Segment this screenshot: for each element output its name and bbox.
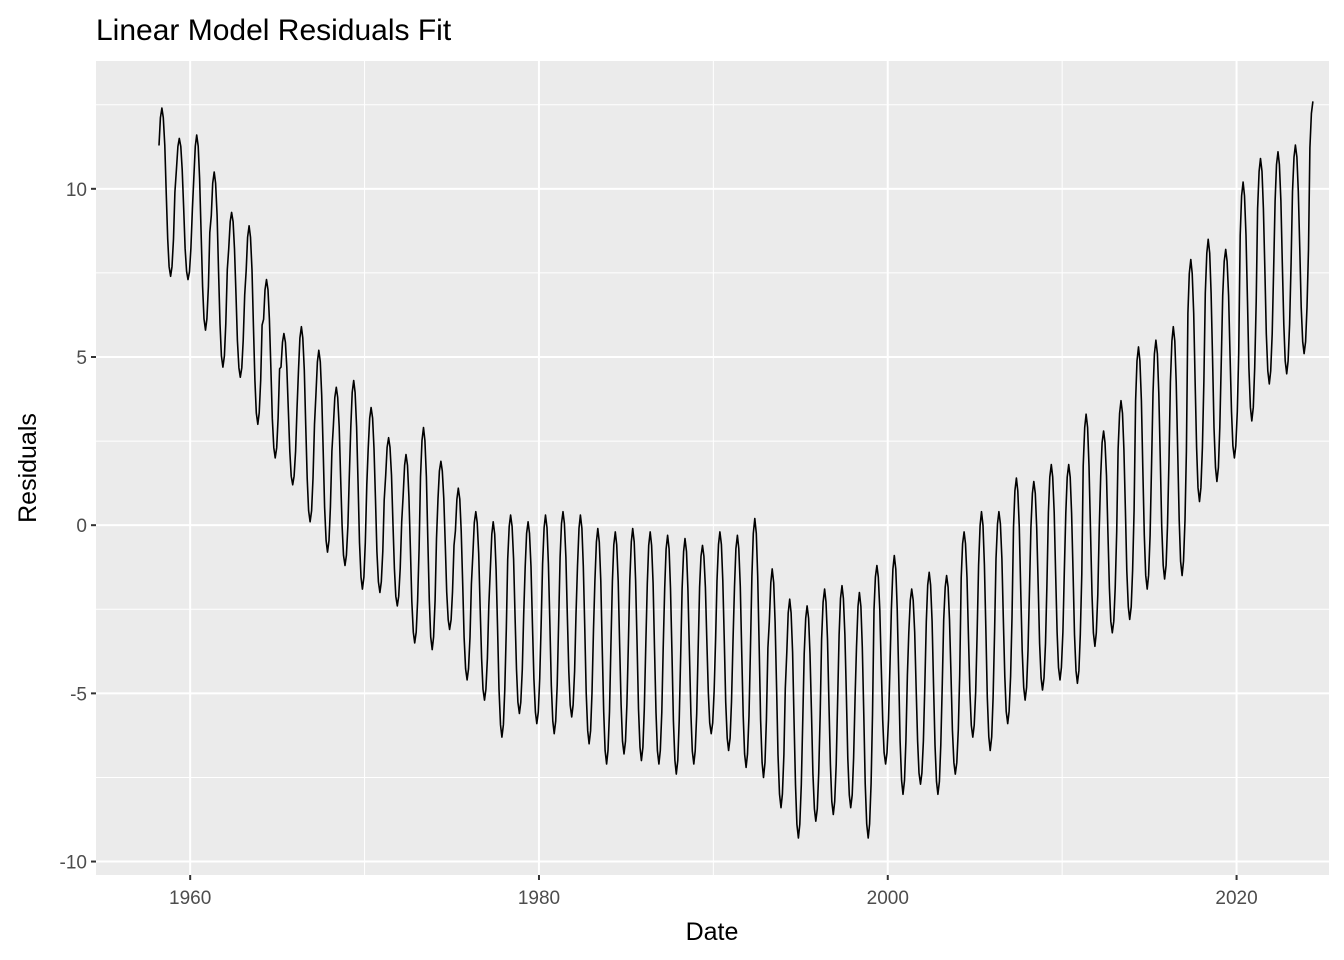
x-axis: 1960 1980 2000 2020 (169, 875, 1258, 909)
y-tick-label: -10 (60, 853, 87, 874)
x-tick-label: 1980 (518, 888, 560, 909)
y-tick-label: 0 (76, 516, 87, 537)
y-tick-label: 5 (76, 348, 87, 369)
x-axis-title: Date (686, 918, 739, 946)
y-tick-label: 10 (66, 180, 87, 201)
plot-panel (96, 61, 1329, 875)
series-layer (158, 101, 1314, 839)
y-axis-title: Residuals (14, 413, 42, 523)
x-tick-label: 1960 (169, 888, 211, 909)
series-line (158, 101, 1314, 839)
x-tick-label: 2000 (867, 888, 909, 909)
y-axis: 10 5 0 -5 -10 (60, 180, 96, 874)
y-tick-label: -5 (70, 684, 87, 705)
x-tick-label: 2020 (1215, 888, 1257, 909)
chart-title: Linear Model Residuals Fit (96, 14, 452, 47)
grid-major (96, 61, 1329, 875)
grid-minor (96, 61, 1329, 875)
